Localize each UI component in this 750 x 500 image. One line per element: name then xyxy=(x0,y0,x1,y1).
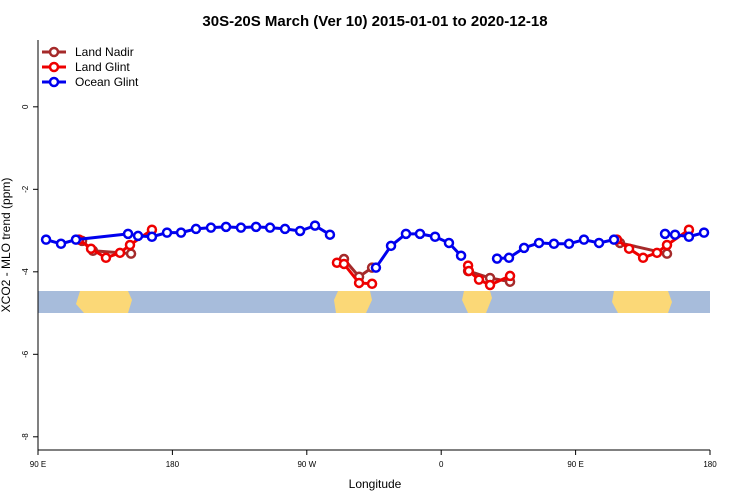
data-point xyxy=(279,223,291,235)
data-point xyxy=(473,274,485,285)
data-point xyxy=(122,228,134,240)
data-point xyxy=(125,248,137,259)
data-point xyxy=(353,277,365,289)
x-tick-label: 90 W xyxy=(297,460,316,469)
data-point xyxy=(250,221,262,233)
land-patch xyxy=(612,291,672,313)
legend-marker xyxy=(48,46,60,58)
data-point xyxy=(85,243,97,254)
y-tick-label: -4 xyxy=(21,268,30,276)
data-point xyxy=(593,237,605,249)
data-point xyxy=(518,242,530,254)
data-point xyxy=(146,231,158,243)
data-point xyxy=(132,230,144,242)
data-point xyxy=(324,229,336,240)
y-axis-label: XCO2 - MLO trend (ppm) xyxy=(0,178,13,313)
data-point xyxy=(661,248,673,259)
y-tick-label: 0 xyxy=(21,104,30,109)
data-point xyxy=(40,234,52,245)
data-point xyxy=(366,278,378,290)
data-point xyxy=(161,227,173,238)
legend-marker xyxy=(48,61,60,73)
data-point xyxy=(114,247,126,259)
land-patch xyxy=(334,291,372,313)
data-point xyxy=(294,225,306,237)
data-point xyxy=(659,228,671,240)
data-point xyxy=(491,253,503,264)
data-point xyxy=(370,262,382,273)
data-point xyxy=(400,228,412,240)
x-tick-label: 90 E xyxy=(30,460,46,469)
series-line xyxy=(78,228,690,287)
x-tick-label: 180 xyxy=(703,460,717,469)
data-point xyxy=(70,234,82,245)
legend-label: Land Glint xyxy=(75,60,130,74)
data-point xyxy=(55,238,67,250)
data-point xyxy=(463,265,475,277)
data-point xyxy=(578,234,590,245)
x-tick-label: 0 xyxy=(439,460,444,469)
data-point xyxy=(484,279,496,291)
data-point xyxy=(414,228,426,240)
chart-title: 30S-20S March (Ver 10) 2015-01-01 to 202… xyxy=(202,13,547,30)
data-point xyxy=(608,234,620,245)
data-point xyxy=(504,270,516,282)
x-axis-label: Longitude xyxy=(349,477,402,491)
data-point xyxy=(124,239,136,251)
data-point xyxy=(220,221,232,233)
x-tick-label: 90 E xyxy=(567,460,583,469)
y-tick-label: -8 xyxy=(21,433,30,441)
map-strip xyxy=(38,291,710,313)
y-tick-label: -6 xyxy=(21,350,30,358)
data-point xyxy=(669,229,681,240)
data-point xyxy=(175,227,187,238)
data-point xyxy=(548,238,560,250)
legend-label: Ocean Glint xyxy=(75,75,139,89)
x-tick-label: 180 xyxy=(166,460,180,469)
data-point xyxy=(264,222,276,233)
data-point xyxy=(205,222,217,233)
data-point xyxy=(429,231,441,243)
series-line xyxy=(81,239,668,284)
land-patch xyxy=(76,291,132,313)
data-point xyxy=(190,223,202,235)
data-point xyxy=(637,252,649,264)
data-point xyxy=(309,220,321,231)
data-point xyxy=(503,252,515,264)
land-patch xyxy=(462,291,492,313)
data-point xyxy=(235,222,247,233)
data-point xyxy=(563,238,575,250)
legend-label: Land Nadir xyxy=(75,45,134,59)
data-point xyxy=(533,237,545,249)
data-point xyxy=(661,239,673,251)
data-point xyxy=(385,240,397,252)
legend-marker xyxy=(48,76,60,88)
data-point xyxy=(698,227,710,238)
data-point xyxy=(623,243,635,254)
data-point xyxy=(338,258,350,270)
data-point xyxy=(651,247,663,259)
data-point xyxy=(683,231,695,243)
series-line xyxy=(45,223,705,269)
ocean-band xyxy=(38,291,710,313)
data-point xyxy=(455,250,467,261)
y-tick-label: -2 xyxy=(21,185,30,193)
data-point xyxy=(100,252,112,264)
data-point xyxy=(443,237,455,249)
